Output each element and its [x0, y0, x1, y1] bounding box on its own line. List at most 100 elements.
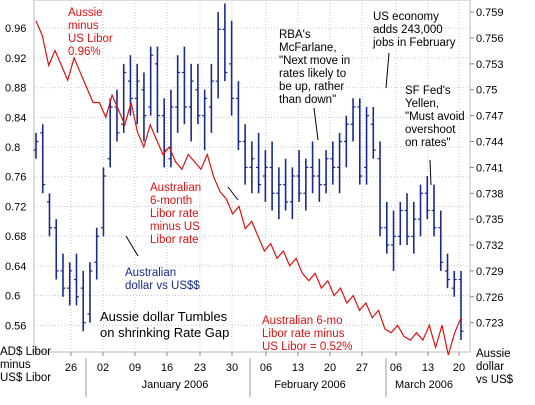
- x-month-label: February 2006: [274, 379, 346, 391]
- libor-spread-line: [35, 20, 462, 356]
- left-tick-label: 0.96: [5, 23, 26, 35]
- ohlc-bar: [148, 46, 154, 116]
- x-month-label: January 2006: [142, 379, 209, 391]
- right-tick-label: 0.729: [476, 266, 504, 278]
- left-tick-label: 0.76: [5, 172, 26, 184]
- ohlc-bar: [451, 270, 457, 297]
- ohlc-bar: [188, 63, 194, 142]
- annotation-rba-mcfarlane: McFarlane,: [279, 42, 337, 54]
- ohlc-bar: [316, 158, 322, 202]
- annotation-start-spread: US Libor: [68, 33, 113, 45]
- x-tick-label: 20: [324, 362, 336, 374]
- ohlc-bar: [114, 89, 120, 142]
- ohlc-bar: [94, 227, 100, 280]
- ohlc-bar: [256, 132, 262, 194]
- chart-title: on shrinking Rate Gap: [100, 325, 229, 340]
- right-tick-label: 0.75: [476, 85, 497, 97]
- x-tick-label: 26: [65, 362, 77, 374]
- right-tick-label: 0.738: [476, 188, 504, 200]
- right-axis-label: Aussie: [476, 348, 511, 360]
- right-tick-label: 0.756: [476, 33, 504, 45]
- x-tick-label: 23: [194, 362, 206, 374]
- ohlc-bar: [161, 98, 167, 168]
- ohlc-bar: [33, 132, 39, 159]
- x-tick-label: 09: [129, 362, 141, 374]
- annotation-fed-yellen: Yellen,: [405, 98, 439, 110]
- ohlc-bar: [283, 158, 289, 211]
- left-tick-label: 0.92: [5, 53, 26, 65]
- ohlc-bar: [222, 3, 228, 82]
- ohlc-bar: [296, 150, 302, 202]
- ohlc-bar: [397, 201, 403, 246]
- right-tick-label: 0.735: [476, 214, 504, 226]
- ohlc-bar: [208, 63, 214, 133]
- left-tick-label: 0.64: [5, 261, 26, 273]
- annotation-aud-series: Australian: [125, 267, 176, 279]
- annotation-rba-mcfarlane: RBA's: [279, 29, 311, 41]
- annotation-end-spread: Libor rate minus: [262, 328, 345, 340]
- ohlc-bar: [100, 167, 106, 237]
- right-tick-label: 0.759: [476, 7, 504, 19]
- annotation-pointer: [227, 186, 239, 201]
- annotation-pointer: [125, 235, 139, 257]
- ohlc-bar: [377, 141, 383, 237]
- right-tick-label: 0.732: [476, 240, 504, 252]
- ohlc-bar: [249, 141, 255, 194]
- annotation-start-spread: 0.96%: [68, 46, 101, 58]
- left-tick-label: 0.6: [5, 291, 20, 303]
- ohlc-bar: [404, 193, 410, 246]
- annotation-start-spread: Aussie: [68, 7, 103, 19]
- annotation-rba-mcfarlane: "Next move in: [279, 55, 350, 67]
- ohlc-bar: [40, 124, 46, 194]
- x-tick-label: 06: [390, 362, 402, 374]
- left-axis-label: minus: [0, 359, 31, 371]
- annotation-fed-yellen: "Must avoid: [405, 111, 465, 123]
- ohlc-bar: [289, 167, 295, 220]
- ohlc-bar: [303, 158, 309, 211]
- annotation-libor-series: Australian: [150, 182, 201, 194]
- ohlc-bar: [411, 201, 417, 254]
- ohlc-bar: [431, 184, 437, 237]
- ohlc-bar: [391, 210, 397, 271]
- annotation-fed-yellen: overshoot: [405, 124, 456, 136]
- ohlc-bar: [80, 270, 86, 332]
- annotation-rba-mcfarlane: than down": [279, 94, 336, 106]
- ohlc-bar: [343, 115, 349, 168]
- ohlc-bar: [445, 253, 451, 289]
- annotation-end-spread: US Libor = 0.52%: [262, 341, 352, 353]
- right-axis-label: vs US$: [476, 374, 514, 386]
- ohlc-bar: [337, 132, 343, 194]
- left-tick-label: 0.88: [5, 83, 26, 95]
- x-tick-label: 13: [292, 362, 304, 374]
- ohlc-bar: [168, 89, 174, 168]
- ohlc-bar: [134, 63, 140, 125]
- annotation-pointer: [385, 52, 390, 89]
- ohlc-bar: [384, 201, 390, 254]
- ohlc-bar: [235, 81, 241, 151]
- ohlc-bar: [418, 184, 424, 237]
- ohlc-bar: [458, 270, 464, 340]
- annotation-libor-series: Libor rate: [150, 208, 199, 220]
- left-tick-label: 0.72: [5, 201, 26, 213]
- ohlc-bar: [229, 20, 235, 116]
- ohlc-bar: [107, 98, 113, 168]
- ohlc-bar: [215, 12, 221, 99]
- left-tick-label: 0.56: [5, 320, 26, 332]
- annotation-libor-series: 6-month: [150, 195, 192, 207]
- x-tick-label: 13: [422, 362, 434, 374]
- ohlc-bar: [438, 210, 444, 271]
- ohlc-bar: [53, 219, 59, 280]
- right-axis-label: dollar: [476, 361, 504, 373]
- annotation-libor-series: Libor rate: [150, 234, 199, 246]
- right-tick-label: 0.747: [476, 111, 504, 123]
- annotation-fed-yellen: SF Fed's: [405, 85, 451, 97]
- ohlc-bar: [141, 72, 147, 142]
- x-tick-label: 27: [356, 362, 368, 374]
- right-tick-label: 0.726: [476, 292, 504, 304]
- ohlc-bar: [276, 167, 282, 220]
- annotation-rba-mcfarlane: be up, rather: [279, 81, 344, 93]
- ohlc-bar: [175, 55, 181, 133]
- ohlc-bar: [181, 46, 187, 125]
